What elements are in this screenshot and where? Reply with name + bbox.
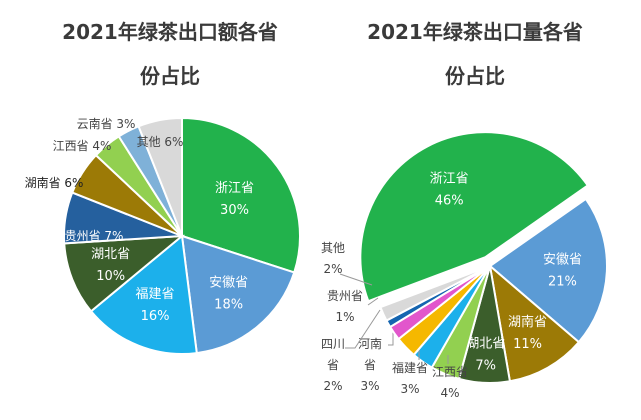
- chart2-value-3: 7%: [475, 359, 496, 374]
- chart2-slice-1: [488, 197, 608, 344]
- chart2-label-9: 其他: [321, 241, 345, 255]
- chart1-label-1: 安徽省: [209, 275, 248, 290]
- chart1-value-0: 30%: [220, 203, 249, 218]
- chart2-label-6-2: 3%: [360, 379, 379, 393]
- right-chart-title-line2: 份占比: [445, 64, 505, 88]
- chart2-value-8: 1%: [335, 310, 354, 324]
- chart1-label-7: 云南省 3%: [77, 116, 136, 131]
- chart1-slice-1: [180, 234, 296, 355]
- chart2-label-7-1: 省: [327, 358, 339, 372]
- chart2-label-5: 福建省: [392, 360, 428, 375]
- chart2-label-6-1: 省: [364, 358, 376, 372]
- chart2-slice-2: [488, 263, 581, 383]
- chart1-label-6: 江西省 4%: [53, 139, 112, 153]
- chart1-slice-8: [137, 116, 183, 237]
- chart1-slice-2: [89, 234, 198, 355]
- chart2-label-3: 湖北省: [466, 337, 505, 352]
- chart2-value-4: 4%: [440, 386, 459, 400]
- chart2-label-6-0: 河南: [358, 336, 382, 351]
- chart2-value-0: 46%: [435, 194, 464, 209]
- chart1-label-0: 浙江省: [215, 181, 254, 196]
- chart2-label-2: 湖南省: [508, 314, 547, 330]
- left-chart-title-line1: 2021年绿茶出口额各省: [62, 20, 278, 44]
- chart2-value-2: 11%: [513, 337, 542, 352]
- chart2-slice-0: [359, 131, 590, 303]
- chart2-slice-9: [379, 265, 491, 322]
- chart2-value-5: 3%: [400, 382, 419, 396]
- chart1-label-8: 其他 6%: [137, 135, 184, 149]
- chart1-value-3: 10%: [96, 269, 125, 284]
- chart2-label-1: 安徽省: [543, 253, 582, 268]
- chart2-value-9: 2%: [323, 262, 342, 276]
- chart1-slice-3: [63, 234, 186, 313]
- chart2-value-1: 21%: [548, 275, 577, 290]
- left-chart-title-line2: 份占比: [140, 64, 200, 88]
- chart1-label-4: 贵州省 7%: [65, 229, 124, 243]
- chart2-label-4: 江西省: [432, 365, 468, 379]
- chart1-value-2: 16%: [141, 309, 170, 324]
- chart1-label-2: 福建省: [136, 287, 175, 302]
- chart2-label-7-0: 四川: [321, 337, 345, 351]
- chart2-leader-7: [345, 309, 381, 349]
- chart1-slice-0: [181, 116, 301, 274]
- chart1-label-3: 湖北省: [91, 247, 130, 262]
- chart2-label-8: 贵州省: [327, 289, 363, 303]
- right-chart-title-line1: 2021年绿茶出口量各省: [367, 20, 583, 44]
- chart2-leader-8: [367, 297, 379, 306]
- chart2-leader-9: [339, 273, 373, 286]
- chart1-label-5: 湖南省 6%: [25, 175, 84, 190]
- chart2-label-7-2: 2%: [323, 379, 342, 393]
- chart1-value-1: 18%: [214, 297, 243, 312]
- chart2-label-0: 浙江省: [430, 172, 469, 187]
